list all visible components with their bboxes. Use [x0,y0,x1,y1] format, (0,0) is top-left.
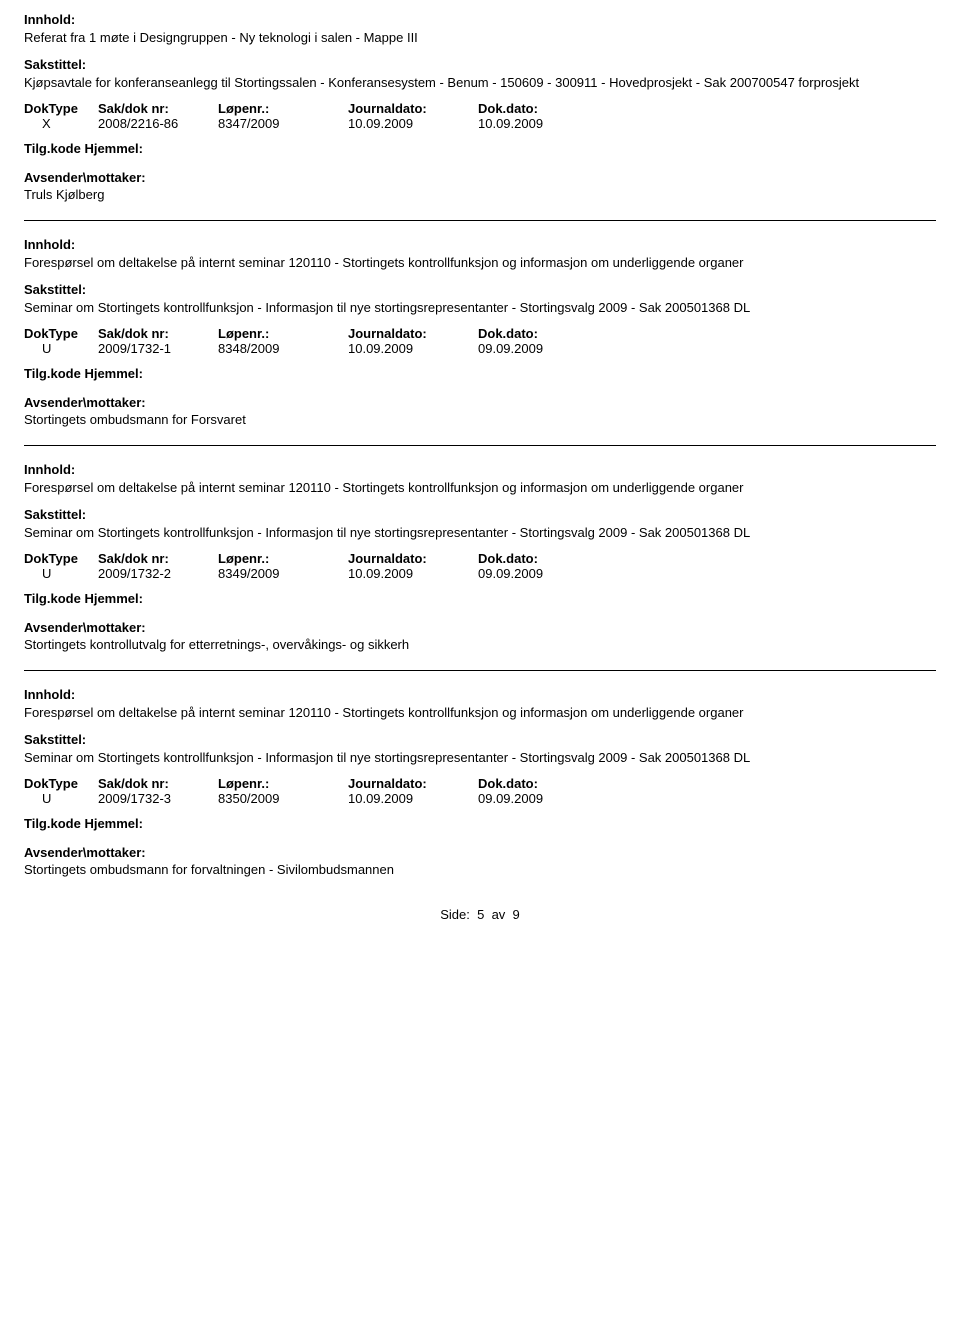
sakstittel-value: Kjøpsavtale for konferanseanlegg til Sto… [24,74,936,92]
journaldato-value: 10.09.2009 [348,341,478,356]
dokdato-header: Dok.dato: [478,101,598,116]
sakstittel-value: Seminar om Stortingets kontrollfunksjon … [24,749,936,767]
journal-entry: Innhold: Forespørsel om deltakelse på in… [24,687,936,877]
doktype-value: U [24,791,98,806]
journaldato-value: 10.09.2009 [348,116,478,131]
sakstittel-value: Seminar om Stortingets kontrollfunksjon … [24,524,936,542]
lopenr-header: Løpenr.: [218,551,348,566]
lopenr-header: Løpenr.: [218,326,348,341]
tilgkode-row: Tilg.kode Hjemmel: [24,591,936,606]
doktype-header: DokType [24,101,98,116]
dokdato-value: 09.09.2009 [478,341,598,356]
lopenr-value: 8349/2009 [218,566,348,581]
tilgkode-label: Tilg.kode [24,816,81,831]
innhold-value: Forespørsel om deltakelse på internt sem… [24,479,936,497]
innhold-label: Innhold: [24,12,936,27]
entry-divider [24,220,936,221]
journaldato-value: 10.09.2009 [348,791,478,806]
innhold-value: Forespørsel om deltakelse på internt sem… [24,704,936,722]
innhold-value: Referat fra 1 møte i Designgruppen - Ny … [24,29,936,47]
doktype-header: DokType [24,326,98,341]
lopenr-value: 8347/2009 [218,116,348,131]
doktype-value: U [24,566,98,581]
page-footer: Side: 5 av 9 [24,907,936,922]
lopenr-value: 8348/2009 [218,341,348,356]
innhold-label: Innhold: [24,687,936,702]
page-number: 5 [477,907,484,922]
lopenr-value: 8350/2009 [218,791,348,806]
avsender-label: Avsender\mottaker: [24,620,936,635]
dokdato-value: 09.09.2009 [478,791,598,806]
avsender-label: Avsender\mottaker: [24,845,936,860]
hjemmel-label: Hjemmel: [84,816,143,831]
tilgkode-label: Tilg.kode [24,366,81,381]
total-pages: 9 [513,907,520,922]
sakstittel-value: Seminar om Stortingets kontrollfunksjon … [24,299,936,317]
avsender-label: Avsender\mottaker: [24,395,936,410]
columns-header: DokTypeSak/dok nr:Løpenr.:Journaldato:Do… [24,551,936,566]
dokdato-value: 09.09.2009 [478,566,598,581]
columns-header: DokTypeSak/dok nr:Løpenr.:Journaldato:Do… [24,101,936,116]
innhold-value: Forespørsel om deltakelse på internt sem… [24,254,936,272]
tilgkode-row: Tilg.kode Hjemmel: [24,141,936,156]
doktype-value: X [24,116,98,131]
dokdato-header: Dok.dato: [478,326,598,341]
sakdoknr-value: 2008/2216-86 [98,116,218,131]
journaldato-header: Journaldato: [348,101,478,116]
tilgkode-row: Tilg.kode Hjemmel: [24,366,936,381]
journaldato-header: Journaldato: [348,776,478,791]
journaldato-header: Journaldato: [348,326,478,341]
lopenr-header: Løpenr.: [218,101,348,116]
sakstittel-label: Sakstittel: [24,732,936,747]
innhold-label: Innhold: [24,462,936,477]
dokdato-header: Dok.dato: [478,776,598,791]
lopenr-header: Løpenr.: [218,776,348,791]
columns-header: DokTypeSak/dok nr:Løpenr.:Journaldato:Do… [24,776,936,791]
columns-header: DokTypeSak/dok nr:Løpenr.:Journaldato:Do… [24,326,936,341]
avsender-label: Avsender\mottaker: [24,170,936,185]
doktype-value: U [24,341,98,356]
innhold-label: Innhold: [24,237,936,252]
sakdoknr-header: Sak/dok nr: [98,326,218,341]
journaldato-header: Journaldato: [348,551,478,566]
side-label: Side: [440,907,470,922]
avsender-value: Stortingets ombudsmann for Forsvaret [24,412,936,427]
hjemmel-label: Hjemmel: [84,591,143,606]
sakdoknr-header: Sak/dok nr: [98,551,218,566]
journal-entry: Innhold: Forespørsel om deltakelse på in… [24,237,936,427]
columns-data: U2009/1732-28349/200910.09.200909.09.200… [24,566,936,581]
sakdoknr-value: 2009/1732-3 [98,791,218,806]
hjemmel-label: Hjemmel: [84,141,143,156]
journal-entry: Innhold: Forespørsel om deltakelse på in… [24,462,936,652]
sakstittel-label: Sakstittel: [24,282,936,297]
columns-data: X2008/2216-868347/200910.09.200910.09.20… [24,116,936,131]
sakdoknr-value: 2009/1732-2 [98,566,218,581]
avsender-value: Stortingets ombudsmann for forvaltningen… [24,862,936,877]
doktype-header: DokType [24,551,98,566]
journal-entry: Innhold: Referat fra 1 møte i Designgrup… [24,12,936,202]
tilgkode-row: Tilg.kode Hjemmel: [24,816,936,831]
av-label: av [492,907,506,922]
sakstittel-label: Sakstittel: [24,57,936,72]
entry-divider [24,670,936,671]
doktype-header: DokType [24,776,98,791]
dokdato-value: 10.09.2009 [478,116,598,131]
journaldato-value: 10.09.2009 [348,566,478,581]
columns-data: U2009/1732-38350/200910.09.200909.09.200… [24,791,936,806]
sakdoknr-value: 2009/1732-1 [98,341,218,356]
tilgkode-label: Tilg.kode [24,591,81,606]
avsender-value: Truls Kjølberg [24,187,936,202]
sakdoknr-header: Sak/dok nr: [98,101,218,116]
tilgkode-label: Tilg.kode [24,141,81,156]
dokdato-header: Dok.dato: [478,551,598,566]
columns-data: U2009/1732-18348/200910.09.200909.09.200… [24,341,936,356]
hjemmel-label: Hjemmel: [84,366,143,381]
sakstittel-label: Sakstittel: [24,507,936,522]
avsender-value: Stortingets kontrollutvalg for etterretn… [24,637,936,652]
entry-divider [24,445,936,446]
sakdoknr-header: Sak/dok nr: [98,776,218,791]
